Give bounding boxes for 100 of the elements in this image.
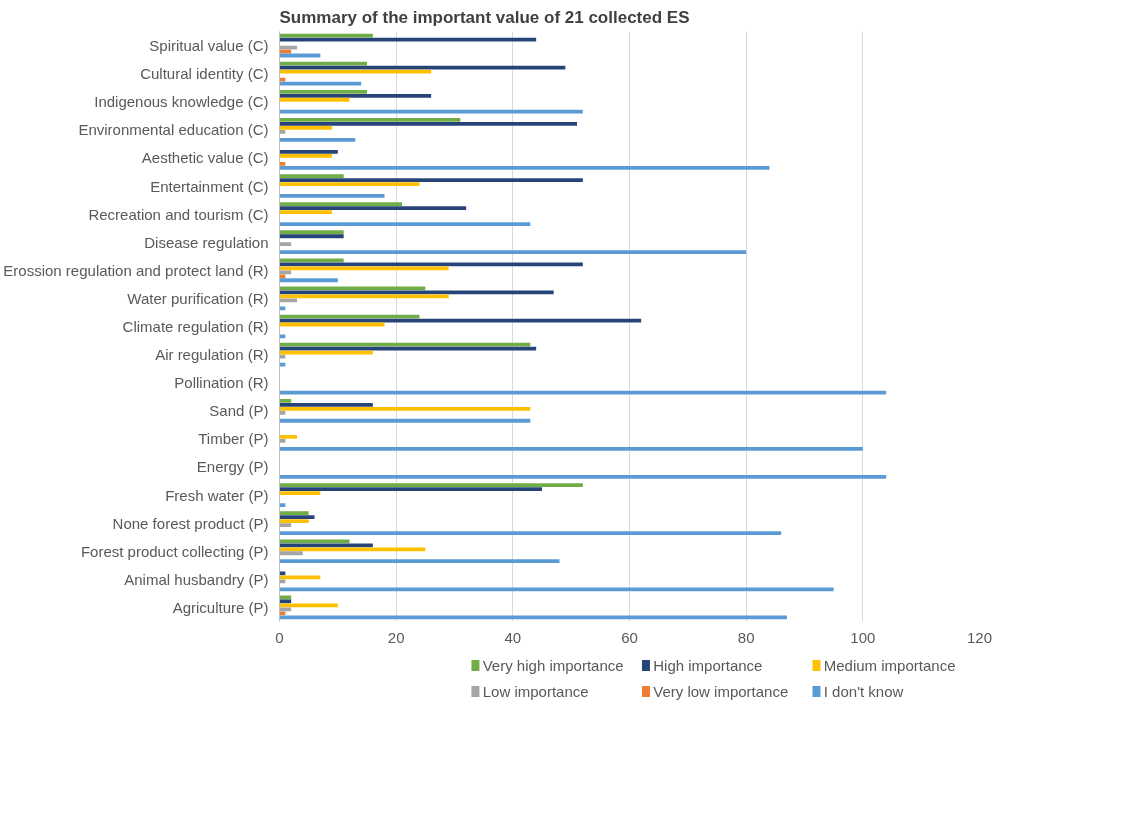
y-tick-label: Water purification (R) — [127, 289, 269, 307]
bar — [279, 137, 356, 142]
y-tick-label: Entertainment (C) — [150, 177, 269, 195]
bar — [279, 435, 297, 439]
y-tick-label: Agriculture (P) — [172, 598, 269, 616]
bar — [279, 206, 467, 211]
bar — [279, 150, 338, 154]
y-tick-label: Aesthetic value (C) — [141, 149, 269, 167]
y-tick-label: Timber (P) — [198, 430, 269, 448]
bar — [279, 511, 309, 516]
bar — [279, 398, 292, 403]
bar — [279, 306, 286, 311]
bar — [279, 61, 367, 66]
bar — [279, 165, 770, 170]
x-tick-label: 80 — [737, 628, 755, 646]
bar — [279, 182, 420, 186]
bar — [279, 65, 566, 70]
bar — [279, 487, 542, 491]
bar — [279, 242, 292, 247]
bar — [279, 410, 286, 415]
bar — [279, 109, 583, 114]
bar — [279, 270, 292, 275]
bar — [279, 222, 531, 226]
y-tick-label: Spiritual value (C) — [149, 37, 269, 55]
bar — [279, 125, 332, 130]
y-tick-label: Recreation and tourism (C) — [88, 205, 269, 223]
bar — [279, 342, 531, 347]
x-tick-label: 20 — [387, 628, 405, 646]
bar — [279, 571, 286, 576]
bar — [279, 121, 577, 126]
bar — [279, 117, 461, 122]
bar — [279, 531, 782, 536]
x-tick-label: 100 — [850, 628, 876, 646]
bar — [279, 523, 292, 528]
bar — [279, 503, 286, 507]
bar — [279, 258, 344, 263]
bar — [279, 543, 373, 548]
bar — [279, 262, 583, 267]
bar — [279, 390, 887, 395]
bar — [279, 77, 286, 82]
bar — [279, 93, 432, 98]
bar — [279, 194, 385, 198]
bar — [279, 402, 373, 407]
bar — [279, 519, 309, 524]
bar — [279, 154, 332, 158]
y-tick-label: Pollination (R) — [174, 374, 269, 392]
y-tick-label: Environmental education (C) — [78, 121, 269, 139]
bar — [279, 579, 286, 584]
bar — [279, 174, 344, 178]
bar — [279, 551, 303, 556]
bar — [279, 446, 863, 451]
y-tick-label: Fresh water (P) — [165, 486, 269, 504]
y-tick-label: Air regulation (R) — [155, 346, 269, 364]
legend-label: Very high importance — [482, 657, 624, 674]
bar — [279, 230, 344, 235]
bar — [279, 483, 583, 488]
bar — [279, 438, 286, 443]
y-tick-label: Disease regulation — [144, 233, 269, 251]
bar — [279, 475, 887, 479]
bar — [279, 274, 286, 279]
y-tick-label: Animal husbandry (P) — [124, 570, 269, 588]
bar — [279, 587, 834, 592]
bar — [279, 210, 332, 215]
x-tick-label: 60 — [621, 628, 638, 646]
bar — [279, 129, 286, 134]
y-tick-label: Forest product collecting (P) — [80, 542, 269, 560]
bar — [279, 539, 350, 544]
bar — [279, 162, 286, 166]
legend-label: Low importance — [482, 683, 589, 700]
bar — [279, 559, 560, 564]
y-tick-label: Climate regulation (R) — [122, 318, 269, 335]
legend-label: High importance — [653, 657, 763, 674]
chart-title: Summary of the important value of 21 collected ES — [279, 7, 690, 27]
y-tick-label: Erossion regulation and protect land (R) — [3, 261, 269, 279]
bar — [279, 278, 338, 283]
y-tick-label: Sand (P) — [209, 402, 269, 420]
bar — [279, 202, 402, 207]
legend-label: I don't know — [823, 683, 904, 700]
x-tick-label: 0 — [275, 628, 284, 646]
bar — [279, 178, 583, 182]
bar — [279, 234, 344, 239]
y-tick-label: Cultural identity (C) — [140, 65, 269, 83]
bar — [279, 491, 321, 495]
bar — [279, 418, 531, 423]
y-tick-label: None forest product (P) — [112, 514, 269, 532]
legend-label: Medium importance — [823, 657, 956, 674]
x-tick-label: 40 — [504, 628, 522, 646]
bar — [279, 547, 426, 552]
bar — [279, 406, 531, 411]
bar — [279, 97, 350, 102]
bar — [279, 250, 747, 255]
bar — [279, 69, 432, 74]
bar — [279, 346, 537, 351]
legend-label: Very low importance — [653, 683, 789, 700]
x-tick-label: 120 — [966, 628, 993, 646]
bar — [279, 89, 367, 94]
bar — [279, 575, 321, 580]
bar — [279, 266, 449, 271]
y-tick-label: Indigenous knowledge (C) — [94, 93, 269, 111]
y-tick-label: Energy (P) — [196, 458, 269, 476]
